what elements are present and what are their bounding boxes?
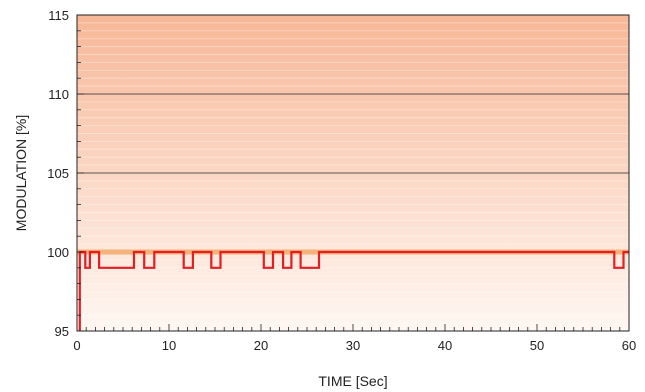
y-tick-label: 115 [48, 8, 69, 23]
grid-lines [77, 93, 629, 174]
x-tick-labels: 0 10 20 30 40 50 60 [73, 338, 636, 353]
x-tick-label: 10 [162, 338, 176, 353]
series-group [78, 250, 629, 331]
x-tick-label: 60 [622, 338, 636, 353]
tick-marks [76, 14, 630, 332]
y-tick-label: 100 [47, 245, 69, 260]
x-tick-label: 20 [254, 338, 268, 353]
y-tick-labels: 95 100 105 110 115 [47, 8, 69, 339]
y-tick-label: 95 [55, 324, 69, 339]
x-axis-title: TIME [Sec] [318, 373, 387, 389]
y-axis-title: MODULATION [%] [13, 115, 29, 231]
x-tick-label: 40 [438, 338, 452, 353]
x-tick-label: 50 [530, 338, 544, 353]
x-tick-label: 30 [346, 338, 360, 353]
series-line [78, 250, 629, 331]
y-tick-label: 110 [48, 87, 69, 102]
y-tick-label: 105 [47, 166, 69, 181]
x-tick-label: 0 [73, 338, 80, 353]
